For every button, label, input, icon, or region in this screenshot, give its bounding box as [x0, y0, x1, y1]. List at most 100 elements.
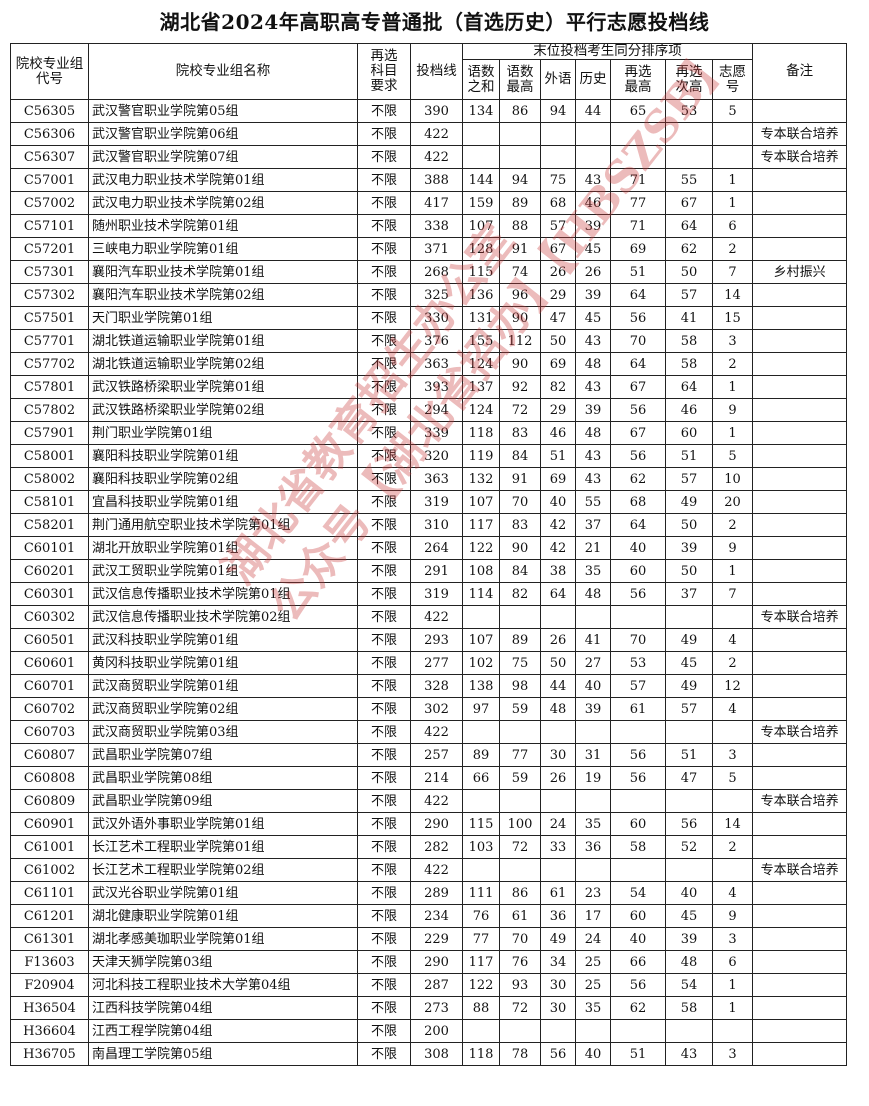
cell-sum: 136: [462, 283, 500, 307]
table-row: H36504 江西科技学院第04组 不限 273 88 72 30 35 62 58 1: [10, 996, 848, 1020]
cell-foreign: 57: [540, 214, 576, 238]
cell-sum: 119: [462, 444, 500, 468]
cell-sum: 117: [462, 950, 500, 974]
cell-sum: 76: [462, 904, 500, 928]
cell-note: [752, 904, 848, 928]
cell-elective-second: 58: [665, 329, 713, 353]
cell-choice-no: 2: [711, 513, 754, 537]
cell-max: 112: [499, 329, 541, 353]
cell-max: 98: [499, 674, 541, 698]
cell-note: [752, 1019, 848, 1043]
cell-requirement: 不限: [357, 99, 411, 123]
cell-line: 310: [410, 513, 463, 537]
cell-code: C58002: [10, 467, 89, 491]
cell-elective-max: 62: [610, 996, 666, 1020]
cell-sum: 134: [462, 99, 500, 123]
cell-foreign: 82: [540, 375, 576, 399]
cell-elective-second: [665, 789, 713, 813]
cell-elective-max: [610, 122, 666, 146]
cell-elective-max: [610, 145, 666, 169]
cell-sum: 128: [462, 237, 500, 261]
cell-foreign: 46: [540, 421, 576, 445]
cell-history: 43: [575, 467, 611, 491]
cell-max: 59: [499, 697, 541, 721]
cell-name: 武汉铁路桥梁职业学院第02组: [88, 398, 358, 422]
cell-choice-no: 12: [711, 674, 754, 698]
cell-history: 48: [575, 582, 611, 606]
cell-code: H36504: [10, 996, 89, 1020]
cell-line: 388: [410, 168, 463, 192]
cell-requirement: 不限: [357, 513, 411, 537]
cell-max: 82: [499, 582, 541, 606]
table-row: C57101 随州职业技术学院第01组 不限 338 107 88 57 39 71 64 6: [10, 214, 848, 238]
cell-requirement: 不限: [357, 973, 411, 997]
cell-code: C60809: [10, 789, 89, 813]
cell-name: 湖北孝感美珈职业学院第01组: [88, 927, 358, 951]
table-row: C57501 天门职业学院第01组 不限 330 131 90 47 45 56 41 15: [10, 306, 848, 330]
cell-foreign: [540, 605, 576, 629]
cell-sum: [462, 122, 500, 146]
cell-code: C57802: [10, 398, 89, 422]
cell-foreign: 75: [540, 168, 576, 192]
cell-name: 荆门职业学院第01组: [88, 421, 358, 445]
cell-code: C56307: [10, 145, 89, 169]
cell-sum: 124: [462, 352, 500, 376]
cell-code: C57702: [10, 352, 89, 376]
cell-note: [752, 375, 848, 399]
cell-line: 422: [410, 145, 463, 169]
cell-choice-no: 1: [711, 375, 754, 399]
header-history: 历史: [575, 59, 611, 100]
cell-elective-second: 49: [665, 490, 713, 514]
cell-elective-max: 66: [610, 950, 666, 974]
cell-choice-no: 6: [711, 950, 754, 974]
cell-requirement: 不限: [357, 881, 411, 905]
cell-line: 302: [410, 697, 463, 721]
cell-foreign: 33: [540, 835, 576, 859]
cell-requirement: 不限: [357, 168, 411, 192]
cell-elective-max: 56: [610, 444, 666, 468]
cell-requirement: 不限: [357, 858, 411, 882]
cell-foreign: 68: [540, 191, 576, 215]
cell-max: 70: [499, 490, 541, 514]
cell-requirement: 不限: [357, 996, 411, 1020]
cell-line: 363: [410, 467, 463, 491]
cell-note: [752, 99, 848, 123]
table-row: C56305 武汉警官职业学院第05组 不限 390 134 86 94 44 65 53 5: [10, 99, 848, 123]
cell-sum: 114: [462, 582, 500, 606]
cell-choice-no: [711, 789, 754, 813]
table-row: C57801 武汉铁路桥梁职业学院第01组 不限 393 137 92 82 43 67 64 1: [10, 375, 848, 399]
cell-requirement: 不限: [357, 536, 411, 560]
cell-choice-no: 6: [711, 214, 754, 238]
cell-history: 21: [575, 536, 611, 560]
table-row: C60701 武汉商贸职业学院第01组 不限 328 138 98 44 40 57 49 12: [10, 674, 848, 698]
table-row: H36604 江西工程学院第04组 不限 200: [10, 1019, 848, 1043]
cell-code: C60901: [10, 812, 89, 836]
table-row: C60901 武汉外语外事职业学院第01组 不限 290 115 100 24 35 60 56 1…: [10, 812, 848, 836]
cell-code: C60601: [10, 651, 89, 675]
table-row: F13603 天津天狮学院第03组 不限 290 117 76 34 25 66 48 6: [10, 950, 848, 974]
cell-name: 武汉商贸职业学院第02组: [88, 697, 358, 721]
cell-history: [575, 789, 611, 813]
cell-code: C60501: [10, 628, 89, 652]
cell-choice-no: 20: [711, 490, 754, 514]
cell-note: [752, 237, 848, 261]
cell-foreign: 50: [540, 329, 576, 353]
cell-code: H36705: [10, 1042, 89, 1066]
cell-choice-no: 2: [711, 651, 754, 675]
cell-elective-second: [665, 122, 713, 146]
cell-history: [575, 720, 611, 744]
cell-line: 214: [410, 766, 463, 790]
cell-line: 234: [410, 904, 463, 928]
cell-foreign: 44: [540, 674, 576, 698]
cell-sum: 107: [462, 628, 500, 652]
cell-note: [752, 421, 848, 445]
cell-name: 湖北铁道运输职业学院第02组: [88, 352, 358, 376]
cell-elective-second: 57: [665, 467, 713, 491]
cell-elective-max: 64: [610, 352, 666, 376]
cell-max: 92: [499, 375, 541, 399]
cell-choice-no: 1: [711, 168, 754, 192]
cell-line: 290: [410, 950, 463, 974]
cell-foreign: [540, 789, 576, 813]
cell-elective-second: 50: [665, 513, 713, 537]
header-sum: 语数之和: [462, 59, 500, 100]
